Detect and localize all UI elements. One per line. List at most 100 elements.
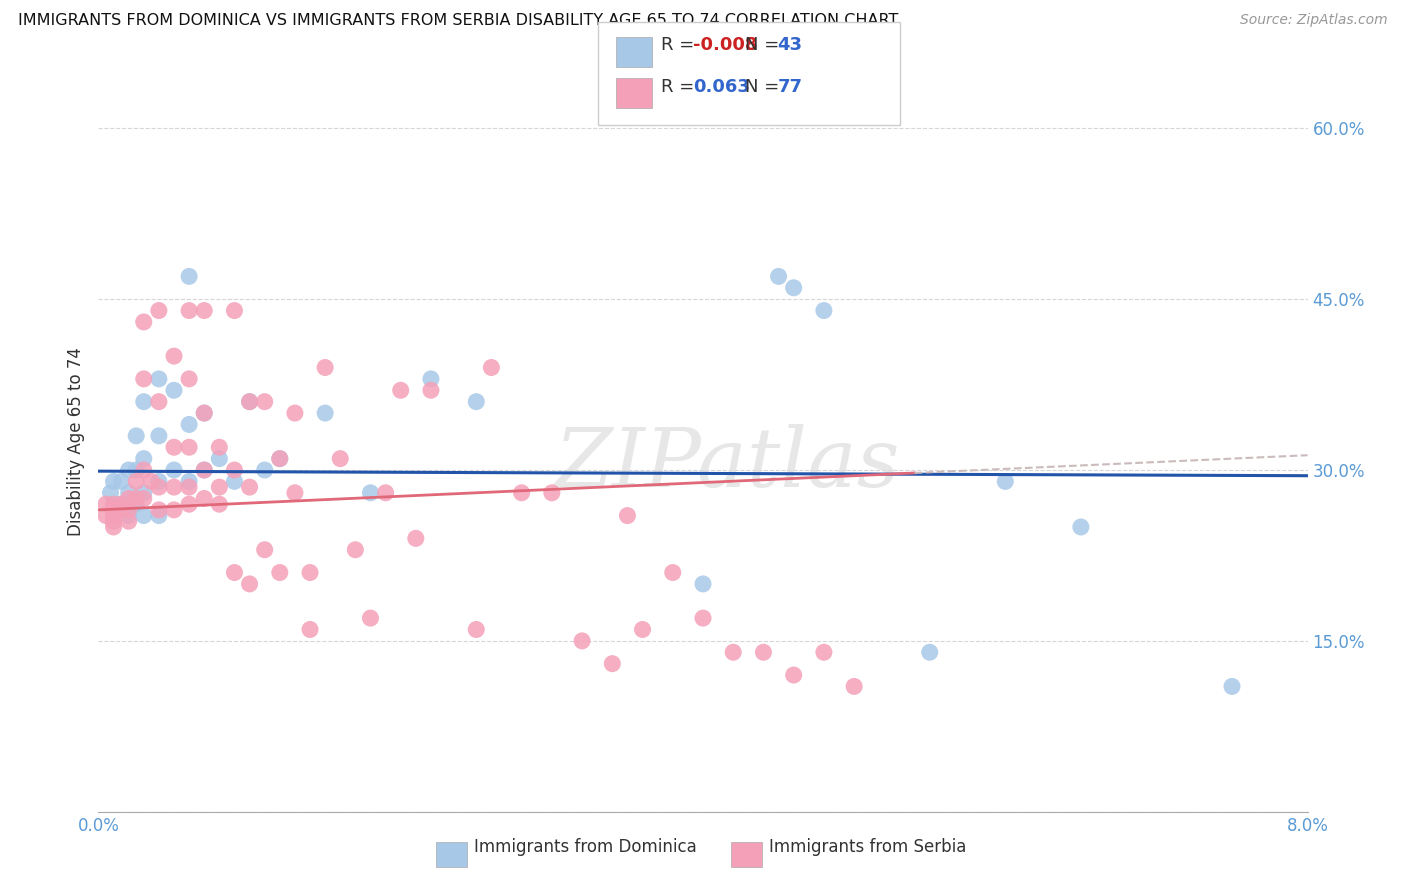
Point [132,394,155,409]
Text: 77: 77 [778,78,803,95]
Point [631,623,654,637]
Point [103,520,125,534]
Point [314,406,336,420]
Point [571,633,593,648]
Point [510,485,533,500]
Text: Source: ZipAtlas.com: Source: ZipAtlas.com [1240,13,1388,28]
Point [148,503,170,517]
Point [284,406,307,420]
Text: N =: N = [745,78,785,95]
Point [193,463,215,477]
Point [269,451,291,466]
Point [1070,520,1092,534]
Point [405,532,427,546]
Point [284,485,307,500]
Point [314,360,336,375]
Point [118,463,141,477]
Text: ZIPatlas: ZIPatlas [554,424,900,504]
Point [269,566,291,580]
Point [132,451,155,466]
Point [193,463,215,477]
Point [125,491,148,506]
Point [179,417,201,432]
Point [692,577,714,591]
Point [661,566,683,580]
Text: 43: 43 [778,36,803,54]
Point [465,394,488,409]
Text: R =: R = [661,36,700,54]
Point [118,503,141,517]
Point [103,497,125,511]
Point [163,503,186,517]
Point [813,645,835,659]
Point [125,475,148,489]
Point [224,463,246,477]
Point [844,680,866,694]
Point [374,485,396,500]
Point [179,497,201,511]
Point [148,372,170,386]
Point [94,497,117,511]
Point [118,485,141,500]
Point [103,497,125,511]
Point [344,542,367,557]
Point [239,394,262,409]
Point [110,475,132,489]
Point [193,491,215,506]
Point [208,497,231,511]
Point [179,372,201,386]
Point [193,406,215,420]
Point [163,440,186,454]
Point [918,645,941,659]
Point [103,508,125,523]
Point [163,349,186,363]
Point [103,503,125,517]
Point [253,542,276,557]
Point [125,497,148,511]
Point [103,475,125,489]
Point [208,451,231,466]
Text: Immigrants from Dominica: Immigrants from Dominica [474,838,696,856]
Point [752,645,775,659]
Point [118,508,141,523]
Text: Immigrants from Serbia: Immigrants from Serbia [769,838,966,856]
Point [208,480,231,494]
Point [420,384,443,398]
Point [723,645,745,659]
Point [239,480,262,494]
Point [253,463,276,477]
Point [783,668,806,682]
Point [132,491,155,506]
Point [132,315,155,329]
Point [768,269,790,284]
Point [253,394,276,409]
Point [360,485,382,500]
Point [269,451,291,466]
Text: IMMIGRANTS FROM DOMINICA VS IMMIGRANTS FROM SERBIA DISABILITY AGE 65 TO 74 CORRE: IMMIGRANTS FROM DOMINICA VS IMMIGRANTS F… [18,13,898,29]
Point [179,440,201,454]
Point [110,497,132,511]
Point [692,611,714,625]
Point [389,384,412,398]
Point [299,623,322,637]
Point [148,394,170,409]
Text: -0.008: -0.008 [693,36,758,54]
Point [179,475,201,489]
Point [179,303,201,318]
Point [125,429,148,443]
Point [141,475,163,489]
Point [239,394,262,409]
Point [100,485,122,500]
Point [118,514,141,528]
Point [616,508,638,523]
Point [94,508,117,523]
Point [103,514,125,528]
Text: 0.063: 0.063 [693,78,749,95]
Point [125,463,148,477]
Point [148,480,170,494]
Point [360,611,382,625]
Point [1220,680,1243,694]
Point [110,497,132,511]
Point [602,657,624,671]
Point [994,475,1017,489]
